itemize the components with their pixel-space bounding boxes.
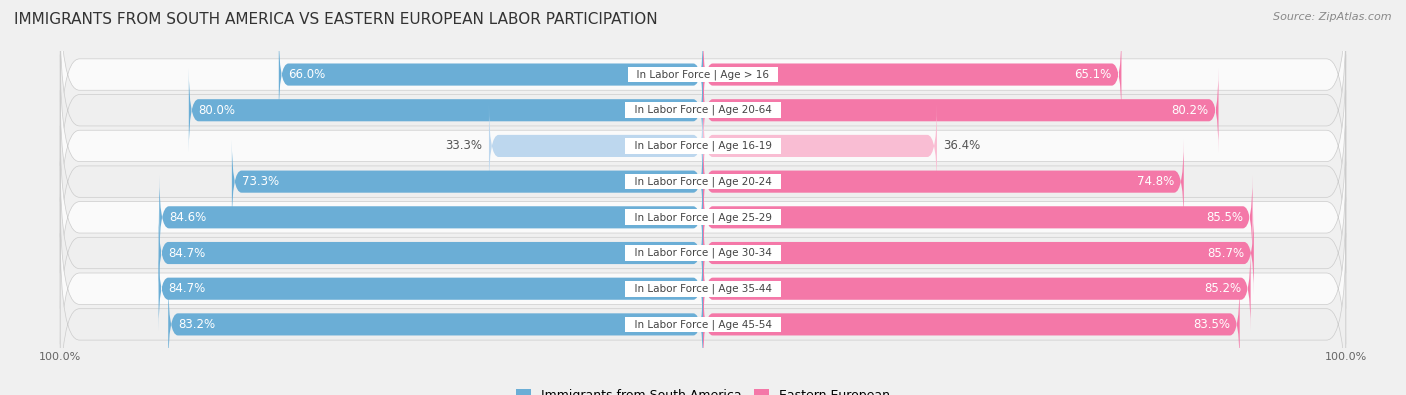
FancyBboxPatch shape bbox=[703, 103, 936, 188]
Text: 36.4%: 36.4% bbox=[943, 139, 980, 152]
Text: 83.2%: 83.2% bbox=[179, 318, 215, 331]
FancyBboxPatch shape bbox=[703, 211, 1254, 295]
FancyBboxPatch shape bbox=[60, 0, 1346, 166]
FancyBboxPatch shape bbox=[703, 282, 1240, 367]
FancyBboxPatch shape bbox=[159, 211, 703, 295]
Text: 33.3%: 33.3% bbox=[446, 139, 482, 152]
Text: 65.1%: 65.1% bbox=[1074, 68, 1112, 81]
FancyBboxPatch shape bbox=[159, 246, 703, 331]
FancyBboxPatch shape bbox=[60, 126, 1346, 309]
FancyBboxPatch shape bbox=[60, 162, 1346, 344]
Text: 85.2%: 85.2% bbox=[1204, 282, 1241, 295]
FancyBboxPatch shape bbox=[60, 233, 1346, 395]
FancyBboxPatch shape bbox=[188, 68, 703, 153]
Text: 80.2%: 80.2% bbox=[1171, 104, 1209, 117]
Text: Source: ZipAtlas.com: Source: ZipAtlas.com bbox=[1274, 12, 1392, 22]
Text: 66.0%: 66.0% bbox=[288, 68, 326, 81]
Text: In Labor Force | Age 25-29: In Labor Force | Age 25-29 bbox=[627, 212, 779, 222]
Text: 85.7%: 85.7% bbox=[1208, 246, 1244, 260]
Text: 84.7%: 84.7% bbox=[169, 246, 205, 260]
FancyBboxPatch shape bbox=[489, 103, 703, 188]
FancyBboxPatch shape bbox=[703, 68, 1219, 153]
Text: In Labor Force | Age 20-64: In Labor Force | Age 20-64 bbox=[628, 105, 778, 115]
Text: 74.8%: 74.8% bbox=[1137, 175, 1174, 188]
FancyBboxPatch shape bbox=[703, 246, 1250, 331]
Legend: Immigrants from South America, Eastern European: Immigrants from South America, Eastern E… bbox=[510, 384, 896, 395]
FancyBboxPatch shape bbox=[159, 175, 703, 260]
Text: IMMIGRANTS FROM SOUTH AMERICA VS EASTERN EUROPEAN LABOR PARTICIPATION: IMMIGRANTS FROM SOUTH AMERICA VS EASTERN… bbox=[14, 12, 658, 27]
Text: In Labor Force | Age 45-54: In Labor Force | Age 45-54 bbox=[627, 319, 779, 330]
Text: 84.7%: 84.7% bbox=[169, 282, 205, 295]
Text: 80.0%: 80.0% bbox=[198, 104, 235, 117]
FancyBboxPatch shape bbox=[703, 32, 1122, 117]
FancyBboxPatch shape bbox=[169, 282, 703, 367]
Text: In Labor Force | Age 35-44: In Labor Force | Age 35-44 bbox=[627, 284, 779, 294]
Text: In Labor Force | Age 20-24: In Labor Force | Age 20-24 bbox=[628, 177, 778, 187]
FancyBboxPatch shape bbox=[60, 198, 1346, 380]
Text: 85.5%: 85.5% bbox=[1206, 211, 1243, 224]
FancyBboxPatch shape bbox=[232, 139, 703, 224]
Text: In Labor Force | Age 30-34: In Labor Force | Age 30-34 bbox=[628, 248, 778, 258]
FancyBboxPatch shape bbox=[703, 139, 1184, 224]
Text: In Labor Force | Age 16-19: In Labor Force | Age 16-19 bbox=[627, 141, 779, 151]
Text: In Labor Force | Age > 16: In Labor Force | Age > 16 bbox=[630, 69, 776, 80]
FancyBboxPatch shape bbox=[703, 175, 1253, 260]
FancyBboxPatch shape bbox=[60, 55, 1346, 237]
Text: 84.6%: 84.6% bbox=[169, 211, 207, 224]
Text: 73.3%: 73.3% bbox=[242, 175, 278, 188]
Text: 83.5%: 83.5% bbox=[1194, 318, 1230, 331]
FancyBboxPatch shape bbox=[278, 32, 703, 117]
FancyBboxPatch shape bbox=[60, 90, 1346, 273]
FancyBboxPatch shape bbox=[60, 19, 1346, 201]
